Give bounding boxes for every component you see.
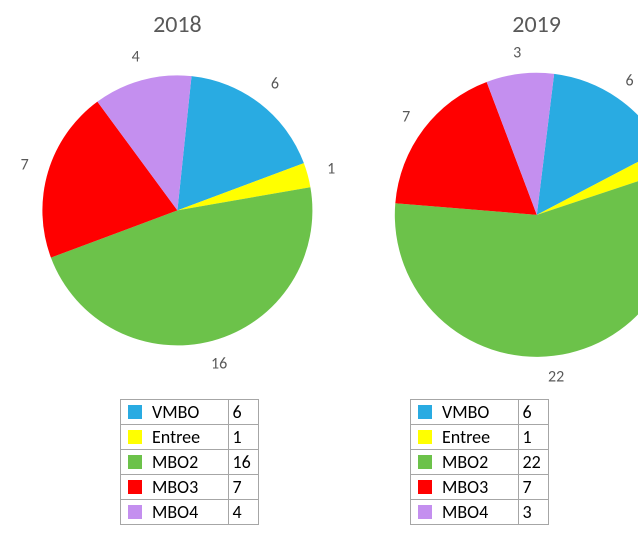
legend-name: MBO2 [148, 449, 228, 474]
legend-swatch-mbo2 [411, 449, 439, 474]
table-row: MBO37 [121, 474, 259, 499]
legend-swatch-vmbo [411, 399, 439, 424]
table-row: Entree1 [121, 424, 259, 449]
pie-wrap: 6 1 16 7 4 [10, 43, 345, 378]
legend-swatch-mbo4 [411, 499, 439, 524]
legend-value: 1 [518, 424, 548, 449]
pie-chart-panel: 2018 6 1 16 7 4 [10, 10, 345, 378]
legend-name: MBO3 [438, 474, 518, 499]
table-row: MBO44 [121, 499, 259, 524]
legend-swatch-mbo3 [121, 474, 149, 499]
legend-value: 16 [228, 449, 258, 474]
legend-value: 3 [518, 499, 548, 524]
legend-name: MBO2 [438, 449, 518, 474]
legend-name: VMBO [438, 399, 518, 424]
pie-wrap: 612273 [365, 43, 638, 387]
legend-swatch-entree [411, 424, 439, 449]
legend-swatch-mbo4 [121, 499, 149, 524]
pie-svg [10, 43, 345, 378]
table-row: VMBO6 [411, 399, 549, 424]
table-row: MBO222 [411, 449, 549, 474]
legend-value: 22 [518, 449, 548, 474]
legend-table: VMBO6Entree1MBO216MBO37MBO44 [120, 399, 259, 525]
pie-chart-panel: 2019612273 [365, 10, 638, 387]
table-row: MBO37 [411, 474, 549, 499]
legend-swatch-vmbo [121, 399, 149, 424]
legend-name: MBO3 [148, 474, 228, 499]
legend-name: MBO4 [438, 499, 518, 524]
chart-title: 2018 [153, 10, 202, 39]
table-row: MBO43 [411, 499, 549, 524]
slice-label-vmbo: 6 [271, 75, 279, 94]
table-row: Entree1 [411, 424, 549, 449]
slice-label-mbo2: 22 [548, 367, 564, 386]
legend-value: 7 [518, 474, 548, 499]
pie-svg [365, 43, 638, 387]
table-row: MBO216 [121, 449, 259, 474]
legend-name: MBO4 [148, 499, 228, 524]
legend-name: Entree [148, 424, 228, 449]
chart-title: 2019 [512, 10, 561, 39]
legend-swatch-mbo3 [411, 474, 439, 499]
legend-value: 6 [518, 399, 548, 424]
legend-name: Entree [438, 424, 518, 449]
legend-value: 1 [228, 424, 258, 449]
slice-label-entree: 1 [327, 159, 335, 178]
table-row: VMBO6 [121, 399, 259, 424]
legend-name: VMBO [148, 399, 228, 424]
legend-value: 6 [228, 399, 258, 424]
legend-value: 4 [228, 499, 258, 524]
slice-label-mbo4: 4 [132, 47, 140, 66]
slice-label-mbo2: 16 [211, 355, 227, 374]
legend-swatch-entree [121, 424, 149, 449]
legend-table: VMBO6Entree1MBO222MBO37MBO43 [410, 399, 549, 525]
slice-label-mbo3: 7 [21, 155, 29, 174]
slice-label-vmbo: 6 [625, 71, 633, 90]
legend-swatch-mbo2 [121, 449, 149, 474]
slice-label-mbo4: 3 [513, 43, 521, 62]
legend-value: 7 [228, 474, 258, 499]
slice-label-mbo3: 7 [402, 107, 410, 126]
